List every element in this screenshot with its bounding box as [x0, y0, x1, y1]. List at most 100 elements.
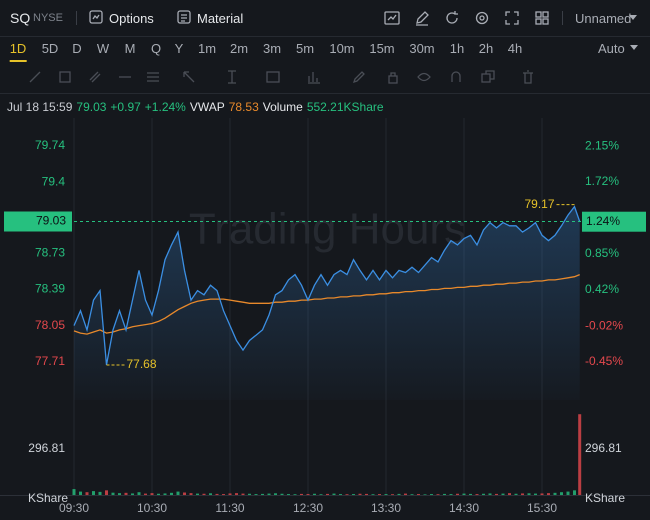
timeframe[interactable]: Q [150, 41, 162, 56]
price-line [73, 205, 581, 366]
refresh-icon[interactable] [444, 10, 460, 26]
material-button[interactable]: Material [197, 11, 244, 26]
tool-copy[interactable] [481, 70, 495, 84]
layout-icon[interactable] [534, 10, 550, 26]
last-pct-label: 1.24% [586, 214, 620, 228]
volume-bar [430, 494, 433, 495]
volume-bar [475, 494, 479, 495]
tool-delete[interactable] [521, 70, 535, 84]
tool-rect[interactable] [58, 70, 72, 84]
timeframe[interactable]: 2h [478, 41, 494, 56]
timeframe[interactable]: D [72, 41, 82, 56]
volume-bar [176, 491, 180, 495]
y-tick-label: 78.73 [35, 246, 65, 260]
volume-bar [527, 493, 531, 495]
divider [76, 11, 77, 25]
volume-bar [124, 492, 128, 495]
tool-magnet[interactable] [449, 70, 463, 84]
volume-bar [391, 494, 394, 495]
tool-fib[interactable] [146, 70, 160, 84]
options-button[interactable]: Options [109, 11, 154, 26]
layout-selector[interactable]: Unnamed [575, 11, 632, 26]
scale-mode[interactable]: Auto [598, 41, 625, 56]
last-pct-box [582, 211, 646, 232]
indicator-icon[interactable] [384, 10, 400, 26]
volume-bar [105, 490, 108, 495]
y-tick-label: 79.4 [42, 174, 66, 188]
timeframe[interactable]: 1D [9, 41, 27, 62]
y2-tick-label: 2.15% [585, 138, 619, 152]
volume-bar [306, 494, 310, 495]
volume-bar [449, 494, 453, 495]
volume-bar [157, 493, 160, 495]
timeframe[interactable]: 15m [369, 41, 395, 56]
volume-bar [456, 493, 459, 495]
fullscreen-icon[interactable] [504, 10, 520, 26]
volume-bar [235, 493, 238, 495]
tool-hline[interactable] [118, 70, 132, 84]
volume-bar [267, 493, 271, 495]
volume-bar [241, 493, 245, 495]
tool-line[interactable] [28, 70, 42, 84]
volume-bar [79, 491, 82, 495]
x-tick-label: 12:30 [293, 501, 323, 515]
timeframe[interactable]: 1h [449, 41, 465, 56]
timeframe[interactable]: 4h [507, 41, 523, 56]
exchange: NYSE [33, 12, 63, 24]
x-tick-label: 09:30 [59, 501, 89, 515]
x-tick-label: 14:30 [449, 501, 479, 515]
options-icon [89, 10, 103, 24]
timeframe[interactable]: 2m [229, 41, 249, 56]
volume-bar [365, 493, 368, 495]
info-line: Jul 18 15:59 79.03 +0.97 +1.24% VWAP 78.53 Vol… [7, 100, 388, 114]
timeframe[interactable]: M [124, 41, 136, 56]
volume-bar [540, 493, 544, 495]
volume-bar [417, 494, 420, 495]
vwap-value: 78.53 [228, 100, 259, 114]
volume-bar [131, 493, 134, 495]
vwap-label: VWAP [189, 100, 225, 114]
volume-tick-label: 296.81 [28, 441, 65, 455]
tool-visibility[interactable] [417, 70, 431, 84]
timeframe[interactable]: 1m [197, 41, 217, 56]
volume-bar [514, 493, 518, 495]
volume-bar [202, 493, 206, 495]
vwap-line [73, 273, 580, 335]
timeframe[interactable]: 5D [41, 41, 59, 56]
volume-bar [534, 493, 537, 495]
tool-lock[interactable] [386, 70, 400, 84]
change: +0.97 [110, 100, 141, 114]
y-tick-label: 78.05 [35, 318, 65, 332]
timeframe[interactable]: 5m [295, 41, 315, 56]
tool-arrow[interactable] [182, 70, 196, 84]
tool-text[interactable] [266, 70, 280, 84]
timeframe[interactable]: 30m [409, 41, 435, 56]
tool-vline[interactable] [225, 70, 239, 84]
tool-channel[interactable] [88, 70, 102, 84]
draw-icon[interactable] [414, 10, 430, 26]
volume-bar [488, 493, 492, 495]
volume-bar [85, 492, 89, 495]
tool-measure[interactable] [307, 70, 321, 84]
timeframe[interactable]: W [96, 41, 110, 56]
volume-bar [293, 494, 297, 495]
volume-bar [183, 492, 186, 495]
y2-tick-label: 1.72% [585, 174, 619, 188]
volume-bar [508, 493, 511, 495]
timeframe[interactable]: 3m [262, 41, 282, 56]
volume-bar [566, 491, 570, 495]
volume-bar [261, 493, 264, 495]
timeframe[interactable]: Y [174, 41, 184, 56]
x-tick-label: 15:30 [527, 501, 557, 515]
volume-bar [358, 493, 362, 495]
volume-bar [560, 492, 563, 495]
y-tick-label: 78.39 [35, 282, 65, 296]
symbol[interactable]: SQ [10, 10, 31, 26]
timeframe[interactable]: 10m [329, 41, 355, 56]
material-icon [177, 10, 191, 24]
tool-pen[interactable] [352, 70, 366, 84]
watermark: Trading Hours [189, 205, 466, 254]
volume-unit: KShare [28, 491, 68, 505]
volume-bar [228, 493, 232, 495]
settings-icon[interactable] [474, 10, 490, 26]
